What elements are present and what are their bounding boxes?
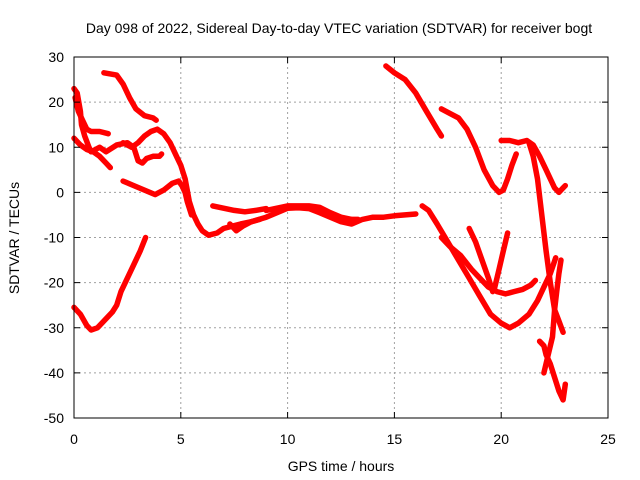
series-arc-10 — [71, 234, 149, 333]
series-arc-19 — [541, 257, 564, 376]
x-axis-label: GPS time / hours — [288, 458, 395, 474]
x-tick-label: 15 — [387, 431, 403, 447]
series-arc-11 — [383, 63, 445, 139]
chart-title: Day 098 of 2022, Sidereal Day-to-day VTE… — [86, 20, 592, 36]
x-tick-label: 10 — [280, 431, 296, 447]
series-arc-3 — [71, 135, 114, 171]
series-arc-1 — [71, 85, 165, 166]
series-arc-2 — [72, 94, 111, 137]
series-arc-5 — [120, 126, 263, 238]
axis-ticks: 0 5 10 15 20 25 -50 -40 -30 -20 -10 0 10 20 30 — [44, 49, 616, 447]
y-tick-label: -40 — [44, 365, 64, 381]
x-tick-label: 5 — [177, 431, 185, 447]
y-axis-label: SDTVAR / TECUs — [6, 182, 22, 294]
series-arc-4 — [101, 70, 159, 123]
series-arc-8 — [227, 204, 419, 234]
y-tick-label: 20 — [48, 94, 64, 110]
series-arc-6 — [120, 178, 195, 218]
series-layer — [71, 63, 569, 403]
series-arc-17 — [526, 139, 566, 336]
y-tick-label: -50 — [44, 410, 64, 426]
x-tick-label: 0 — [70, 431, 78, 447]
y-tick-label: -30 — [44, 320, 64, 336]
series-arc-18 — [536, 338, 569, 403]
y-tick-label: -20 — [44, 275, 64, 291]
series-arc-16 — [498, 137, 569, 196]
series-arc-12 — [438, 106, 519, 196]
y-tick-label: -10 — [44, 230, 64, 246]
series-arc-13 — [419, 203, 559, 331]
y-tick-label: 30 — [48, 49, 64, 65]
y-tick-label: 10 — [48, 139, 64, 155]
x-tick-label: 25 — [600, 431, 616, 447]
grid-lines — [74, 57, 608, 418]
series-arc-15 — [466, 225, 511, 295]
series-arc-7 — [210, 203, 269, 215]
x-tick-label: 20 — [493, 431, 509, 447]
y-tick-label: 0 — [56, 184, 64, 200]
series-arc-9 — [263, 203, 361, 223]
